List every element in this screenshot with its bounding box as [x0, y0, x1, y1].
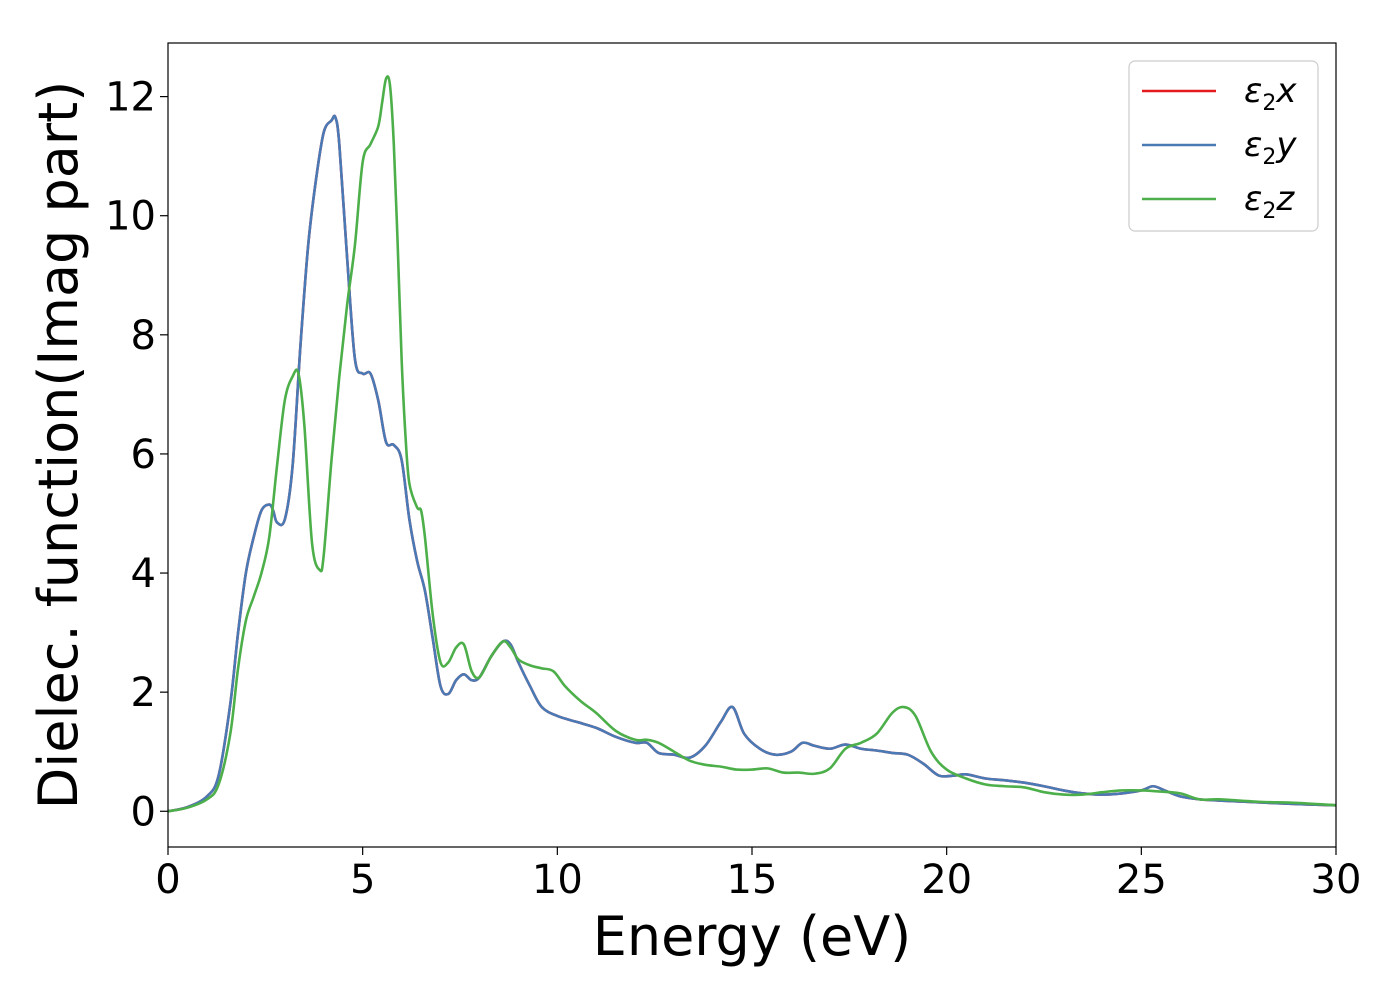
x-axis: 0 5 10 15 20 25 30	[155, 847, 1361, 903]
x-tick-label: 25	[1116, 857, 1167, 903]
y-tick-label: 4	[131, 551, 156, 597]
x-axis-label: Energy (eV)	[593, 905, 912, 968]
x-tick-label: 30	[1311, 857, 1362, 903]
x-tick-label: 0	[155, 857, 180, 903]
series-line-z	[167, 75, 1337, 813]
y-tick-label: 0	[131, 789, 156, 835]
legend-label-x: ε2x	[1244, 71, 1297, 116]
legend-label-z: ε2z	[1244, 179, 1295, 224]
y-tick-label: 12	[105, 75, 156, 121]
y-axis: 0 2 4 6 8 10 12	[105, 75, 168, 835]
series-line-y	[167, 114, 1337, 813]
y-tick-label: 10	[105, 194, 156, 240]
y-axis-label: Dielec. function(Imag part)	[27, 81, 90, 810]
x-tick-label: 10	[532, 857, 583, 903]
x-tick-label: 5	[350, 857, 375, 903]
legend: ε2x ε2y ε2z	[1128, 60, 1319, 232]
y-tick-label: 8	[131, 313, 156, 359]
x-tick-label: 20	[921, 857, 972, 903]
legend-label-y: ε2y	[1244, 125, 1297, 170]
plot-lines	[167, 75, 1337, 813]
legend-box	[1128, 60, 1319, 232]
x-tick-label: 15	[727, 857, 778, 903]
y-tick-label: 6	[131, 432, 156, 478]
y-tick-label: 2	[131, 670, 156, 716]
